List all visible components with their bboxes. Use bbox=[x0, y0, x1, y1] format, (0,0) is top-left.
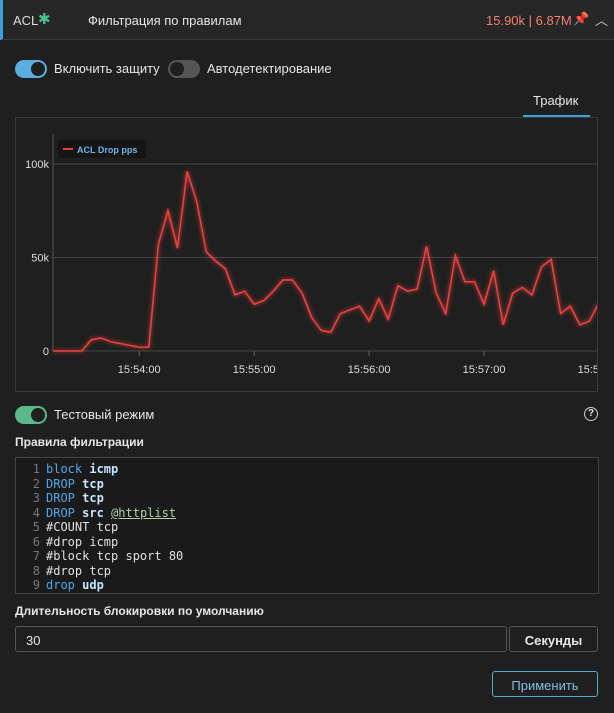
code-line: #COUNT tcp bbox=[46, 520, 118, 534]
code-token: @httplist bbox=[111, 505, 177, 520]
line-number: 3 bbox=[32, 491, 40, 505]
plot: 0 50k 100k 15:54:00 15:55:00 15:56:00 15:57:00… bbox=[25, 134, 598, 376]
code-line: DROP src @httplist bbox=[46, 506, 176, 520]
tab-underline bbox=[523, 115, 590, 117]
code-token: tcp bbox=[82, 476, 104, 491]
toggle-label: Тестовый режим bbox=[54, 407, 155, 422]
line-number: 5 bbox=[32, 520, 40, 534]
code-editor[interactable]: 1 block icmp 2 DROP tcp 3 DROP tcp 4 DROP src @… bbox=[15, 457, 599, 594]
legend-label: ACL Drop pps bbox=[77, 145, 137, 155]
y-tick-label: 50k bbox=[31, 253, 49, 265]
code-token: #block tcp sport 80 bbox=[46, 549, 184, 563]
apply-button[interactable]: Применить bbox=[492, 671, 598, 697]
unit-button[interactable]: Секунды bbox=[509, 626, 598, 652]
rules-label: Правила фильтрации bbox=[15, 435, 144, 449]
toggle-knob bbox=[31, 408, 45, 422]
x-tick-label: 15:57:00 bbox=[463, 364, 506, 376]
toggle-knob bbox=[31, 62, 45, 76]
line-number: 1 bbox=[32, 462, 40, 476]
code-line: DROP tcp bbox=[46, 491, 104, 505]
code-token: src bbox=[82, 505, 104, 520]
toggle[interactable] bbox=[168, 60, 200, 78]
code-token: #COUNT tcp bbox=[46, 520, 119, 534]
code-line: #drop icmp bbox=[46, 535, 118, 549]
code-token: tcp bbox=[82, 491, 104, 505]
chart: 0 50k 100k 15:54:00 15:55:00 15:56:00 15:57:00… bbox=[15, 117, 598, 392]
code-line: #drop tcp bbox=[46, 564, 111, 578]
toggle-label: Автодетектирование bbox=[207, 61, 332, 76]
tag: ACL bbox=[13, 13, 39, 28]
code-line: #block tcp sport 80 bbox=[46, 549, 183, 563]
code-token: block bbox=[46, 462, 83, 476]
code-line: drop udp bbox=[46, 578, 104, 592]
code-line: DROP tcp bbox=[46, 477, 104, 491]
pin-icon[interactable]: 📌 bbox=[573, 11, 590, 26]
code-token: DROP bbox=[46, 491, 75, 505]
toggle-knob bbox=[170, 62, 184, 76]
x-tick-label: 15:58:00 bbox=[578, 364, 598, 376]
code-token: icmp bbox=[89, 462, 119, 476]
legend-box bbox=[58, 140, 146, 158]
code-token: drop bbox=[46, 578, 75, 592]
header[interactable]: ACL ✱ Фильтрация по правилам 15.90k | 6.… bbox=[0, 0, 614, 40]
code-token: DROP bbox=[46, 476, 75, 491]
code-line: block icmp bbox=[46, 462, 118, 476]
duration-input[interactable]: 30 bbox=[15, 626, 507, 652]
toggle[interactable] bbox=[15, 406, 47, 424]
toggle[interactable] bbox=[15, 60, 47, 78]
stats: 15.90k | 6.87M bbox=[486, 13, 572, 28]
code-token: udp bbox=[82, 578, 104, 592]
line-number: 7 bbox=[32, 549, 40, 563]
line-number: 4 bbox=[32, 505, 40, 520]
collapse-icon[interactable]: ︿ bbox=[595, 13, 609, 28]
code-token: DROP bbox=[46, 505, 75, 520]
tab[interactable]: Трафик bbox=[533, 93, 579, 108]
x-tick-label: 15:55:00 bbox=[233, 364, 276, 376]
line-number: 8 bbox=[32, 563, 40, 578]
duration-label: Длительность блокировки по умолчанию bbox=[15, 604, 264, 618]
x-tick-label: 15:56:00 bbox=[348, 364, 391, 376]
line-number: 6 bbox=[32, 534, 40, 549]
y-tick-label: 0 bbox=[43, 346, 49, 358]
title: Фильтрация по правилам bbox=[88, 13, 242, 28]
y-tick-label: 100k bbox=[25, 159, 49, 171]
data-line bbox=[53, 171, 597, 352]
help-icon[interactable]: ? bbox=[584, 407, 598, 421]
line-number: 9 bbox=[32, 578, 40, 592]
toggle-label: Включить защиту bbox=[54, 61, 160, 76]
code-token: #drop icmp bbox=[46, 534, 119, 549]
line-number: 2 bbox=[32, 476, 40, 491]
code-token: #drop tcp bbox=[46, 563, 112, 578]
x-tick-label: 15:54:00 bbox=[118, 364, 161, 376]
icon: ✱ bbox=[38, 11, 51, 28]
